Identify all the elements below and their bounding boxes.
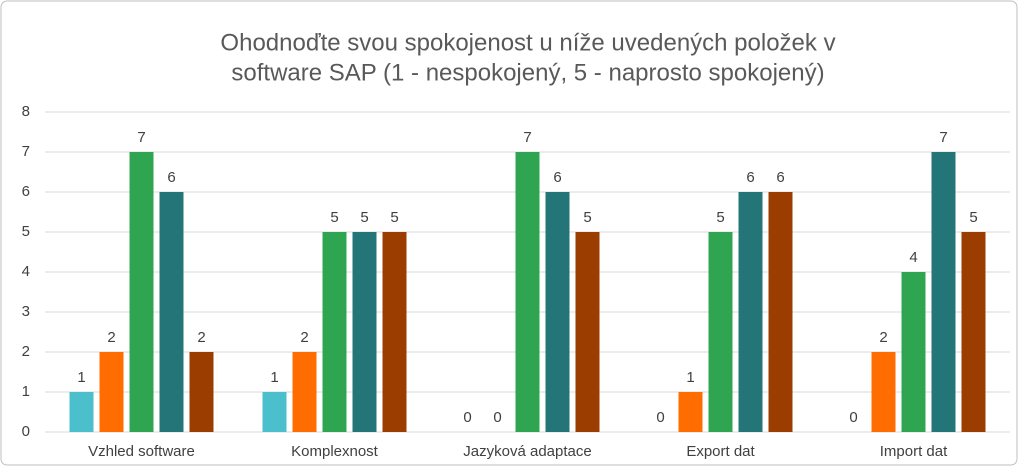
data-label: 6 (776, 169, 784, 186)
x-tick-label: Import dat (880, 443, 948, 460)
bar (129, 152, 154, 432)
bar (189, 352, 214, 432)
y-tick-label: 8 (22, 103, 30, 120)
bar (768, 192, 793, 432)
bar (931, 152, 956, 432)
data-label: 0 (493, 409, 501, 426)
bar (292, 352, 317, 432)
y-tick-label: 4 (22, 263, 30, 280)
data-label: 6 (746, 169, 754, 186)
data-label: 0 (849, 409, 857, 426)
data-label: 4 (909, 249, 917, 266)
data-label: 7 (939, 129, 947, 146)
bar (352, 232, 377, 432)
data-label: 7 (137, 129, 145, 146)
data-label: 5 (969, 209, 977, 226)
data-label: 0 (656, 409, 664, 426)
y-tick-label: 7 (22, 143, 30, 160)
data-label: 2 (879, 329, 887, 346)
bar (871, 352, 896, 432)
data-label: 1 (270, 369, 278, 386)
bar (901, 272, 926, 432)
bar (678, 392, 703, 432)
bar (545, 192, 570, 432)
bar (961, 232, 986, 432)
chart-title: Ohodnoďte svou spokojenost u níže uveden… (220, 29, 835, 56)
data-label: 2 (107, 329, 115, 346)
bar (262, 392, 287, 432)
x-tick-label: Export dat (686, 443, 755, 460)
bar (322, 232, 347, 432)
data-label: 1 (77, 369, 85, 386)
bar (382, 232, 407, 432)
y-tick-label: 1 (22, 383, 30, 400)
y-tick-label: 3 (22, 303, 30, 320)
bar (708, 232, 733, 432)
data-label: 5 (390, 209, 398, 226)
bar (575, 232, 600, 432)
data-label: 2 (300, 329, 308, 346)
chart-title: software SAP (1 - nespokojený, 5 - napro… (231, 59, 824, 86)
data-label: 0 (463, 409, 471, 426)
data-label: 6 (167, 169, 175, 186)
bar (159, 192, 184, 432)
x-tick-label: Jazyková adaptace (463, 443, 591, 460)
data-label: 5 (716, 209, 724, 226)
bar (99, 352, 124, 432)
data-label: 5 (583, 209, 591, 226)
x-tick-label: Vzhled software (88, 443, 195, 460)
data-label: 2 (197, 329, 205, 346)
data-label: 1 (686, 369, 694, 386)
data-label: 5 (330, 209, 338, 226)
y-tick-label: 6 (22, 183, 30, 200)
x-tick-label: Komplexnost (291, 443, 379, 460)
y-tick-label: 5 (22, 223, 30, 240)
data-label: 7 (523, 129, 531, 146)
y-tick-label: 2 (22, 343, 30, 360)
data-label: 5 (360, 209, 368, 226)
data-label: 6 (553, 169, 561, 186)
bar (738, 192, 763, 432)
bar (515, 152, 540, 432)
bar (69, 392, 94, 432)
y-tick-label: 0 (22, 423, 30, 440)
